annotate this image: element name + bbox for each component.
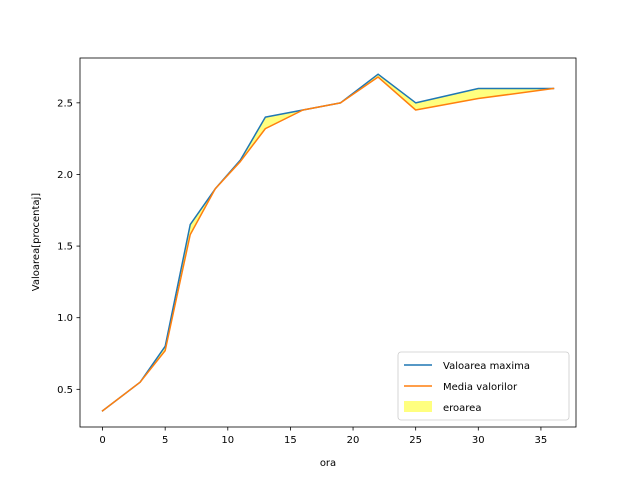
legend-box xyxy=(397,351,570,421)
legend-swatch-eroarea xyxy=(404,401,432,412)
legend-label-eroarea: eroarea xyxy=(443,403,481,414)
x-tick-label-35: 35 xyxy=(535,435,548,446)
y-axis-label: Valoarea[procentaj] xyxy=(31,193,42,291)
y-tick-label-1-5: 1.5 xyxy=(57,242,73,253)
legend-label-valoarea-maxima: Valoarea maxima xyxy=(443,361,530,372)
legend-label-media-valorilor: Media valorilor xyxy=(443,382,518,393)
x-axis-label: ora xyxy=(320,458,336,469)
y-tick-label-1-0: 1.0 xyxy=(57,313,73,324)
series-line-valoarea-maxima xyxy=(101,73,555,412)
y-tick-label-0-5: 0.5 xyxy=(57,385,73,396)
x-tick-label-5: 5 xyxy=(162,435,168,446)
x-tick-label-20: 20 xyxy=(347,435,360,446)
legend: Valoarea maxima Media valorilor eroarea xyxy=(397,351,570,421)
x-tick-label-25: 25 xyxy=(409,435,422,446)
y-axis: 0.5 1.0 1.5 2.0 2.5 xyxy=(57,98,80,396)
y-tick-label-2-0: 2.0 xyxy=(57,170,73,181)
x-tick-label-15: 15 xyxy=(284,435,297,446)
axes-frame xyxy=(79,57,577,428)
x-tick-label-30: 30 xyxy=(472,435,485,446)
y-tick-label-2-5: 2.5 xyxy=(57,98,73,109)
x-tick-label-0: 0 xyxy=(99,435,105,446)
x-axis: 0 5 10 15 20 25 30 35 xyxy=(99,427,547,446)
x-tick-label-10: 10 xyxy=(221,435,234,446)
series-line-media-valorilor xyxy=(101,76,555,412)
